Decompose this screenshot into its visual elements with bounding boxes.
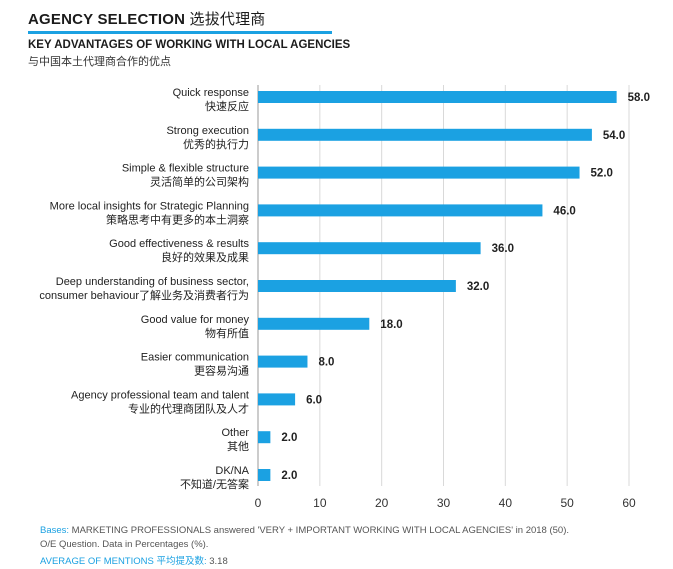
category-label-zh: 优秀的执行力	[183, 137, 249, 151]
bar	[258, 128, 592, 141]
bar	[258, 355, 308, 368]
category-label: More local insights for Strategic Planni…	[50, 200, 249, 212]
bar	[258, 317, 370, 330]
category-label-zh: consumer behaviour了解业务及消费者行为	[39, 288, 249, 302]
data-label: 18.0	[380, 319, 402, 331]
data-label: 36.0	[492, 243, 514, 255]
data-label: 52.0	[591, 168, 613, 180]
category-label: Good value for money	[141, 314, 250, 326]
category-label-zh: 快速反应	[205, 99, 249, 113]
x-tick-label: 0	[255, 496, 262, 510]
chart-subtitle: KEY ADVANTAGES OF WORKING WITH LOCAL AGE…	[28, 39, 351, 51]
bases-text: MARKETING PROFESSIONALS answered 'VERY +…	[69, 525, 570, 536]
data-label: 2.0	[281, 432, 297, 444]
bar	[258, 204, 543, 217]
footnote-average: AVERAGE OF MENTIONS 平均提及数: 3.18	[40, 553, 228, 567]
category-label: Good effectiveness & results	[109, 238, 249, 250]
category-label-zh: 良好的效果及成果	[161, 250, 249, 264]
bar	[258, 91, 617, 103]
data-label: 32.0	[467, 281, 489, 293]
bar	[258, 166, 580, 179]
bar	[258, 393, 296, 406]
data-label: 46.0	[553, 205, 575, 217]
category-label: Deep understanding of business sector,	[56, 276, 249, 288]
category-label: Strong execution	[166, 125, 249, 137]
category-label-zh: 物有所值	[205, 326, 249, 340]
page-title: AGENCY SELECTION 选拔代理商	[28, 8, 266, 29]
data-label: 6.0	[306, 394, 322, 406]
bar	[258, 469, 271, 481]
footnote-question: O/E Question. Data in Percentages (%).	[40, 539, 209, 550]
bar	[258, 242, 481, 255]
category-label-zh: 专业的代理商团队及人才	[128, 401, 249, 415]
category-label-zh: 灵活简单的公司架构	[150, 175, 249, 189]
average-value: 3.18	[206, 556, 228, 567]
category-label: Quick response	[173, 87, 249, 99]
category-label: Simple & flexible structure	[122, 163, 249, 175]
category-label: Agency professional team and talent	[71, 389, 249, 401]
category-label-zh: 其他	[227, 440, 249, 453]
data-label: 2.0	[281, 470, 297, 482]
category-label: Other	[221, 427, 249, 439]
x-tick-label: 10	[313, 496, 327, 510]
data-label: 54.0	[603, 130, 625, 142]
x-tick-label: 60	[622, 496, 636, 510]
category-label: DK/NA	[215, 465, 249, 477]
x-tick-label: 30	[437, 496, 451, 510]
title-en: AGENCY SELECTION	[28, 11, 186, 28]
title-underline	[28, 31, 332, 34]
category-label-zh: 策略思考中有更多的本土洞察	[106, 212, 249, 226]
x-tick-label: 40	[499, 496, 513, 510]
data-label: 58.0	[628, 92, 650, 104]
title-zh: 选拔代理商	[189, 11, 266, 28]
bases-label: Bases:	[40, 525, 70, 536]
x-tick-label: 50	[560, 496, 574, 510]
category-label-zh: 不知道/无答案	[180, 477, 249, 491]
footnote-bases: Bases: MARKETING PROFESSIONALS answered …	[40, 525, 569, 536]
bar	[258, 280, 456, 292]
x-tick-label: 20	[375, 496, 389, 510]
category-label: Easier communication	[141, 352, 249, 364]
chart-subtitle-zh: 与中国本土代理商合作的优点	[28, 56, 171, 68]
data-label: 8.0	[318, 357, 334, 369]
average-label: AVERAGE OF MENTIONS 平均提及数:	[40, 556, 207, 567]
bar	[258, 431, 271, 444]
category-label-zh: 更容易沟通	[194, 364, 249, 378]
